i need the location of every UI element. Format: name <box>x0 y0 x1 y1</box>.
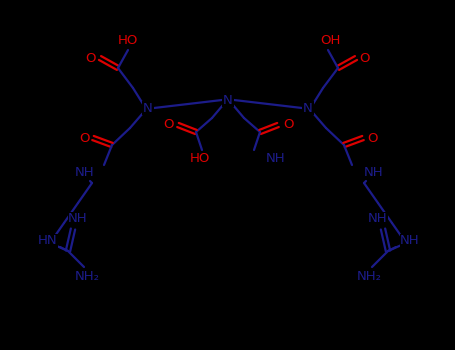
Text: O: O <box>86 51 96 64</box>
Text: N: N <box>223 93 233 106</box>
Text: NH: NH <box>364 167 384 180</box>
Text: N: N <box>143 102 153 114</box>
Text: NH₂: NH₂ <box>357 270 381 282</box>
Text: O: O <box>367 132 377 145</box>
Text: NH: NH <box>74 167 94 180</box>
Text: HO: HO <box>190 153 210 166</box>
Text: NH: NH <box>368 212 388 225</box>
Text: NH: NH <box>68 212 88 225</box>
Text: O: O <box>79 132 89 145</box>
Text: NH: NH <box>266 152 286 164</box>
Text: O: O <box>283 119 293 132</box>
Text: O: O <box>360 51 370 64</box>
Text: O: O <box>163 119 173 132</box>
Text: HN: HN <box>38 234 58 247</box>
Text: N: N <box>303 102 313 114</box>
Text: NH₂: NH₂ <box>75 270 100 282</box>
Text: HO: HO <box>118 35 138 48</box>
Text: OH: OH <box>320 35 340 48</box>
Text: NH: NH <box>400 234 420 247</box>
